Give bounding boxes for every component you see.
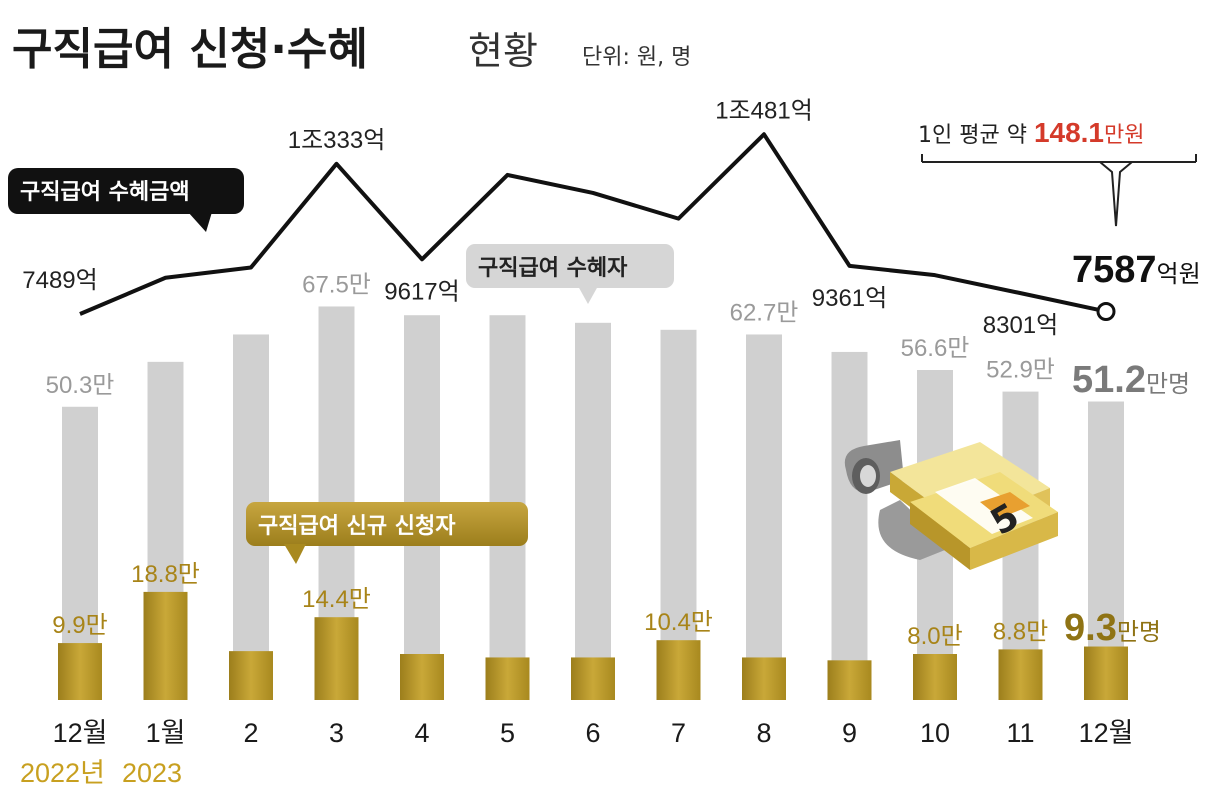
new-applicants-bar — [571, 657, 615, 700]
new-highlight: 9.3만명 — [1064, 607, 1161, 649]
new-highlight-unit: 만명 — [1117, 618, 1161, 646]
x-tick-label: 10 — [920, 718, 950, 748]
data-labels: 50.3만 9.9만 7489억 18.8만 67.5만 14.4만 1조333억 9617억… — [22, 97, 1058, 650]
x-tick-label: 12월 — [1079, 718, 1134, 748]
x-tick-label: 6 — [585, 718, 600, 748]
x-tick-label: 4 — [414, 718, 429, 748]
x-tick-label: 7 — [671, 718, 686, 748]
x-tick-label: 12월 — [53, 718, 108, 748]
x-tick-label: 9 — [842, 718, 857, 748]
new-applicants-bar — [143, 591, 188, 700]
recipients-value-label: 67.5만 — [302, 271, 371, 298]
callout-suffix: 만원 — [1104, 123, 1144, 148]
amount-highlight-unit: 억원 — [1157, 260, 1201, 288]
recipients-bar — [746, 334, 782, 700]
amount-value-label: 9361억 — [812, 285, 887, 312]
callout-text: 1인 평균 약 148.1만원 — [918, 117, 1145, 148]
new-applicants-bar — [827, 660, 872, 700]
legend-amount-tag: 구직급여 수혜금액 — [8, 168, 244, 232]
amount-highlight: 7587억원 — [1072, 249, 1201, 291]
recipients-value-label: 56.6만 — [901, 335, 970, 362]
legend-recipients-label: 구직급여 수혜자 — [478, 256, 628, 281]
year-label-2023: 2023 — [122, 758, 182, 788]
new-applicants-bars — [58, 591, 1128, 700]
new-applicants-value-label: 18.8만 — [131, 561, 200, 588]
legend-new-tag: 구직급여 신규 신청자 — [246, 502, 528, 564]
new-applicants-value-label: 14.4만 — [302, 586, 371, 613]
legend-recipients-tag: 구직급여 수혜자 — [466, 244, 674, 304]
average-callout: 1인 평균 약 148.1만원 — [918, 117, 1197, 227]
new-applicants-bar — [400, 654, 444, 700]
recipients-highlight-unit: 만명 — [1146, 370, 1190, 398]
new-applicants-bar — [913, 654, 957, 700]
amount-value-label: 9617억 — [384, 278, 459, 305]
new-applicants-bar — [656, 640, 701, 700]
chart-title: 구직급여 신청·수혜 — [12, 24, 368, 75]
callout-prefix: 1인 평균 약 — [918, 123, 1034, 148]
new-applicants-value-label: 9.9만 — [52, 612, 107, 639]
x-axis-ticks: 12월 1월 2 3 4 5 6 7 8 9 10 11 12월 — [53, 718, 1134, 748]
amount-value-label: 7489억 — [22, 267, 97, 294]
new-applicants-bar — [1084, 646, 1128, 700]
x-tick-label: 11 — [1006, 718, 1034, 748]
new-highlight-value: 9.3 — [1064, 607, 1117, 649]
callout-bracket — [921, 154, 1197, 227]
x-tick-label: 8 — [756, 718, 771, 748]
unit-note: 단위: 원, 명 — [582, 45, 691, 70]
new-applicants-bar — [314, 617, 359, 700]
x-tick-label: 5 — [500, 718, 515, 748]
new-applicants-bar — [998, 649, 1043, 700]
new-applicants-bar — [229, 651, 273, 700]
new-applicants-value-label: 8.8만 — [993, 618, 1048, 645]
amount-series-line — [79, 132, 1107, 316]
x-tick-label: 2 — [243, 718, 258, 748]
recipients-highlight-value: 51.2 — [1072, 359, 1146, 401]
amount-value-label: 8301억 — [983, 312, 1058, 339]
new-applicants-value-label: 8.0만 — [907, 623, 962, 650]
year-label-2022: 2022년 — [20, 758, 105, 788]
recipients-bar — [831, 351, 868, 700]
recipients-bar — [575, 322, 611, 700]
new-applicants-bar — [742, 657, 786, 700]
new-applicants-value-label: 10.4만 — [644, 609, 713, 636]
amount-highlight-value: 7587 — [1072, 249, 1157, 291]
chart-subtitle: 현황 — [468, 29, 538, 73]
amount-value-label: 1조481억 — [715, 97, 813, 124]
amount-value-label: 1조333억 — [288, 127, 386, 154]
amount-end-marker — [1096, 301, 1116, 321]
recipients-value-label: 62.7만 — [730, 299, 799, 326]
recipients-value-label: 50.3만 — [46, 372, 115, 399]
recipients-value-label: 52.9만 — [986, 357, 1055, 384]
money-bundle-illustration: 5 — [844, 440, 1058, 570]
legend-new-label: 구직급여 신규 신청자 — [258, 514, 456, 539]
new-applicants-bar — [58, 643, 102, 700]
callout-value: 148.1 — [1034, 117, 1104, 148]
recipients-highlight: 51.2만명 — [1072, 359, 1190, 401]
x-tick-label: 3 — [329, 718, 344, 748]
x-tick-label: 1월 — [146, 718, 186, 748]
new-applicants-bar — [485, 657, 530, 700]
recipients-bar — [660, 329, 697, 700]
legend-amount-label: 구직급여 수혜금액 — [20, 180, 190, 205]
